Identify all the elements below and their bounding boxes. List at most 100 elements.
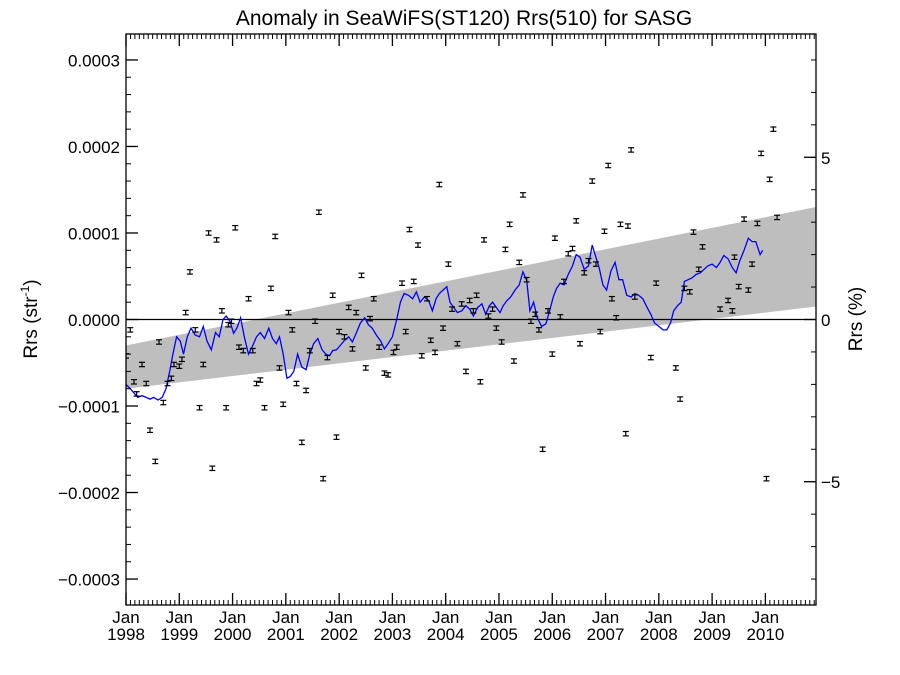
data-point: [592, 261, 599, 267]
data-point: [523, 276, 530, 283]
data-point: [758, 150, 765, 157]
data-point: [449, 306, 456, 312]
data-point: [289, 327, 296, 333]
data-point: [133, 391, 140, 397]
x-tick-label-year: 2004: [427, 625, 465, 644]
data-point: [597, 328, 604, 335]
y-tick-label: −0.0001: [58, 398, 120, 417]
y-tick-label: −0.0003: [58, 571, 120, 590]
data-point: [178, 356, 185, 363]
data-point: [424, 295, 431, 302]
data-point: [551, 235, 558, 241]
x-tick-label-year: 2003: [373, 625, 411, 644]
data-point: [312, 318, 319, 325]
x-tick-label-year: 2006: [533, 625, 571, 644]
data-point: [735, 283, 742, 290]
data-point: [127, 327, 134, 333]
data-point: [677, 396, 684, 402]
data-point: [516, 259, 523, 266]
data-point: [613, 314, 620, 321]
data-point: [353, 309, 360, 316]
data-point: [766, 176, 773, 183]
x-tick-label-month: Jan: [379, 608, 406, 627]
x-tick-label-month: Jan: [485, 608, 512, 627]
data-point: [245, 295, 252, 302]
x-tick-label-year: 2007: [587, 625, 625, 644]
data-point: [232, 224, 239, 231]
data-point: [186, 269, 193, 275]
data-point: [143, 380, 150, 387]
data-point: [218, 308, 225, 314]
data-point: [695, 266, 702, 273]
data-point: [631, 294, 638, 300]
data-point: [320, 475, 327, 482]
data-point: [267, 285, 274, 292]
data-point: [653, 280, 660, 286]
data-point: [393, 344, 400, 350]
data-point: [152, 458, 159, 465]
data-point: [573, 218, 580, 224]
data-point: [406, 226, 413, 233]
data-point: [261, 404, 268, 411]
data-point: [253, 380, 260, 387]
data-point: [213, 237, 220, 243]
data-point: [240, 347, 247, 354]
data-point: [315, 209, 322, 216]
data-point: [466, 297, 473, 304]
data-point: [390, 349, 397, 356]
x-tick-label-month: Jan: [219, 608, 246, 627]
data-point: [333, 434, 340, 440]
data-point: [622, 430, 629, 437]
data-point: [535, 327, 542, 333]
data-point: [624, 223, 631, 229]
x-tick-label-year: 2005: [480, 625, 518, 644]
data-point: [699, 244, 706, 250]
data-point: [745, 287, 752, 293]
data-point: [176, 363, 183, 370]
data-point: [763, 475, 770, 482]
data-point: [306, 347, 313, 354]
y-axis-label-close: ): [21, 279, 42, 285]
data-point: [454, 340, 461, 347]
y2-tick-label: 5: [821, 149, 830, 168]
data-point: [628, 147, 635, 153]
x-tick-label-year: 2000: [214, 625, 252, 644]
data-point: [717, 306, 724, 312]
data-point: [681, 285, 688, 292]
y-axis-label-exp: -1: [18, 285, 32, 296]
data-point: [362, 365, 369, 371]
data-point: [445, 261, 452, 267]
y-axis-label: Rrs (str-1): [18, 279, 42, 358]
data-point: [510, 358, 517, 364]
data-point: [565, 250, 572, 257]
x-tick-label-year: 2002: [320, 625, 358, 644]
data-point: [440, 325, 447, 331]
data-point: [544, 308, 551, 314]
x-tick-label-year: 2001: [267, 625, 305, 644]
x-tick-label-month: Jan: [645, 608, 672, 627]
data-point: [376, 344, 383, 350]
y2-tick-label: 0: [821, 311, 830, 330]
data-point: [617, 221, 624, 228]
x-tick-label-year: 1998: [107, 625, 145, 644]
data-point: [519, 192, 526, 198]
data-point: [585, 257, 592, 264]
data-point: [427, 337, 434, 344]
data-point: [601, 228, 608, 235]
data-point: [341, 334, 348, 340]
data-point: [608, 295, 615, 302]
data-point: [589, 178, 596, 184]
data-point: [349, 346, 356, 352]
data-point: [690, 229, 697, 235]
data-point: [345, 304, 352, 311]
data-point: [156, 339, 163, 345]
data-point: [209, 465, 216, 472]
data-point: [581, 269, 588, 276]
data-point: [196, 404, 203, 411]
data-point: [605, 162, 612, 169]
data-point: [399, 280, 405, 286]
data-point: [385, 372, 392, 378]
data-point: [754, 220, 761, 227]
data-point: [502, 246, 509, 253]
